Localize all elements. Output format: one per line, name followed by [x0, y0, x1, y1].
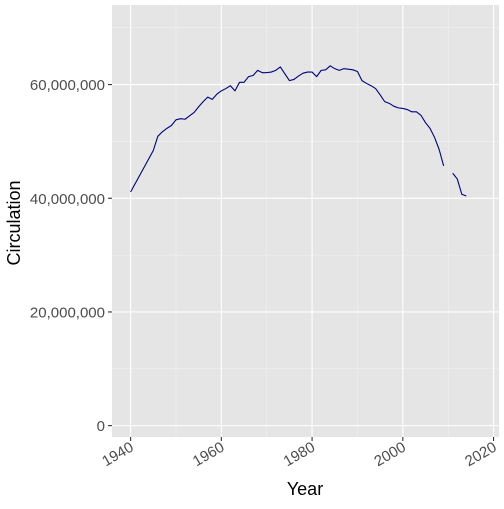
y-tick-label: 0: [97, 418, 105, 435]
x-tick-label: 1980: [281, 439, 318, 470]
x-axis: 1940 1960 1980 2000 2020: [99, 437, 499, 470]
x-tick-label: 1960: [190, 439, 227, 470]
y-tick-label: 40,000,000: [30, 191, 105, 208]
x-tick-label: 2000: [371, 439, 408, 470]
y-axis: 0 20,000,000 40,000,000 60,000,000: [30, 77, 112, 435]
y-axis-title: Circulation: [4, 180, 24, 265]
x-axis-title: Year: [287, 479, 323, 499]
x-tick-label: 1940: [99, 439, 136, 470]
plot-panel: [112, 5, 499, 437]
x-tick-label: 2020: [462, 439, 499, 470]
y-tick-label: 60,000,000: [30, 77, 105, 94]
y-tick-label: 20,000,000: [30, 304, 105, 321]
